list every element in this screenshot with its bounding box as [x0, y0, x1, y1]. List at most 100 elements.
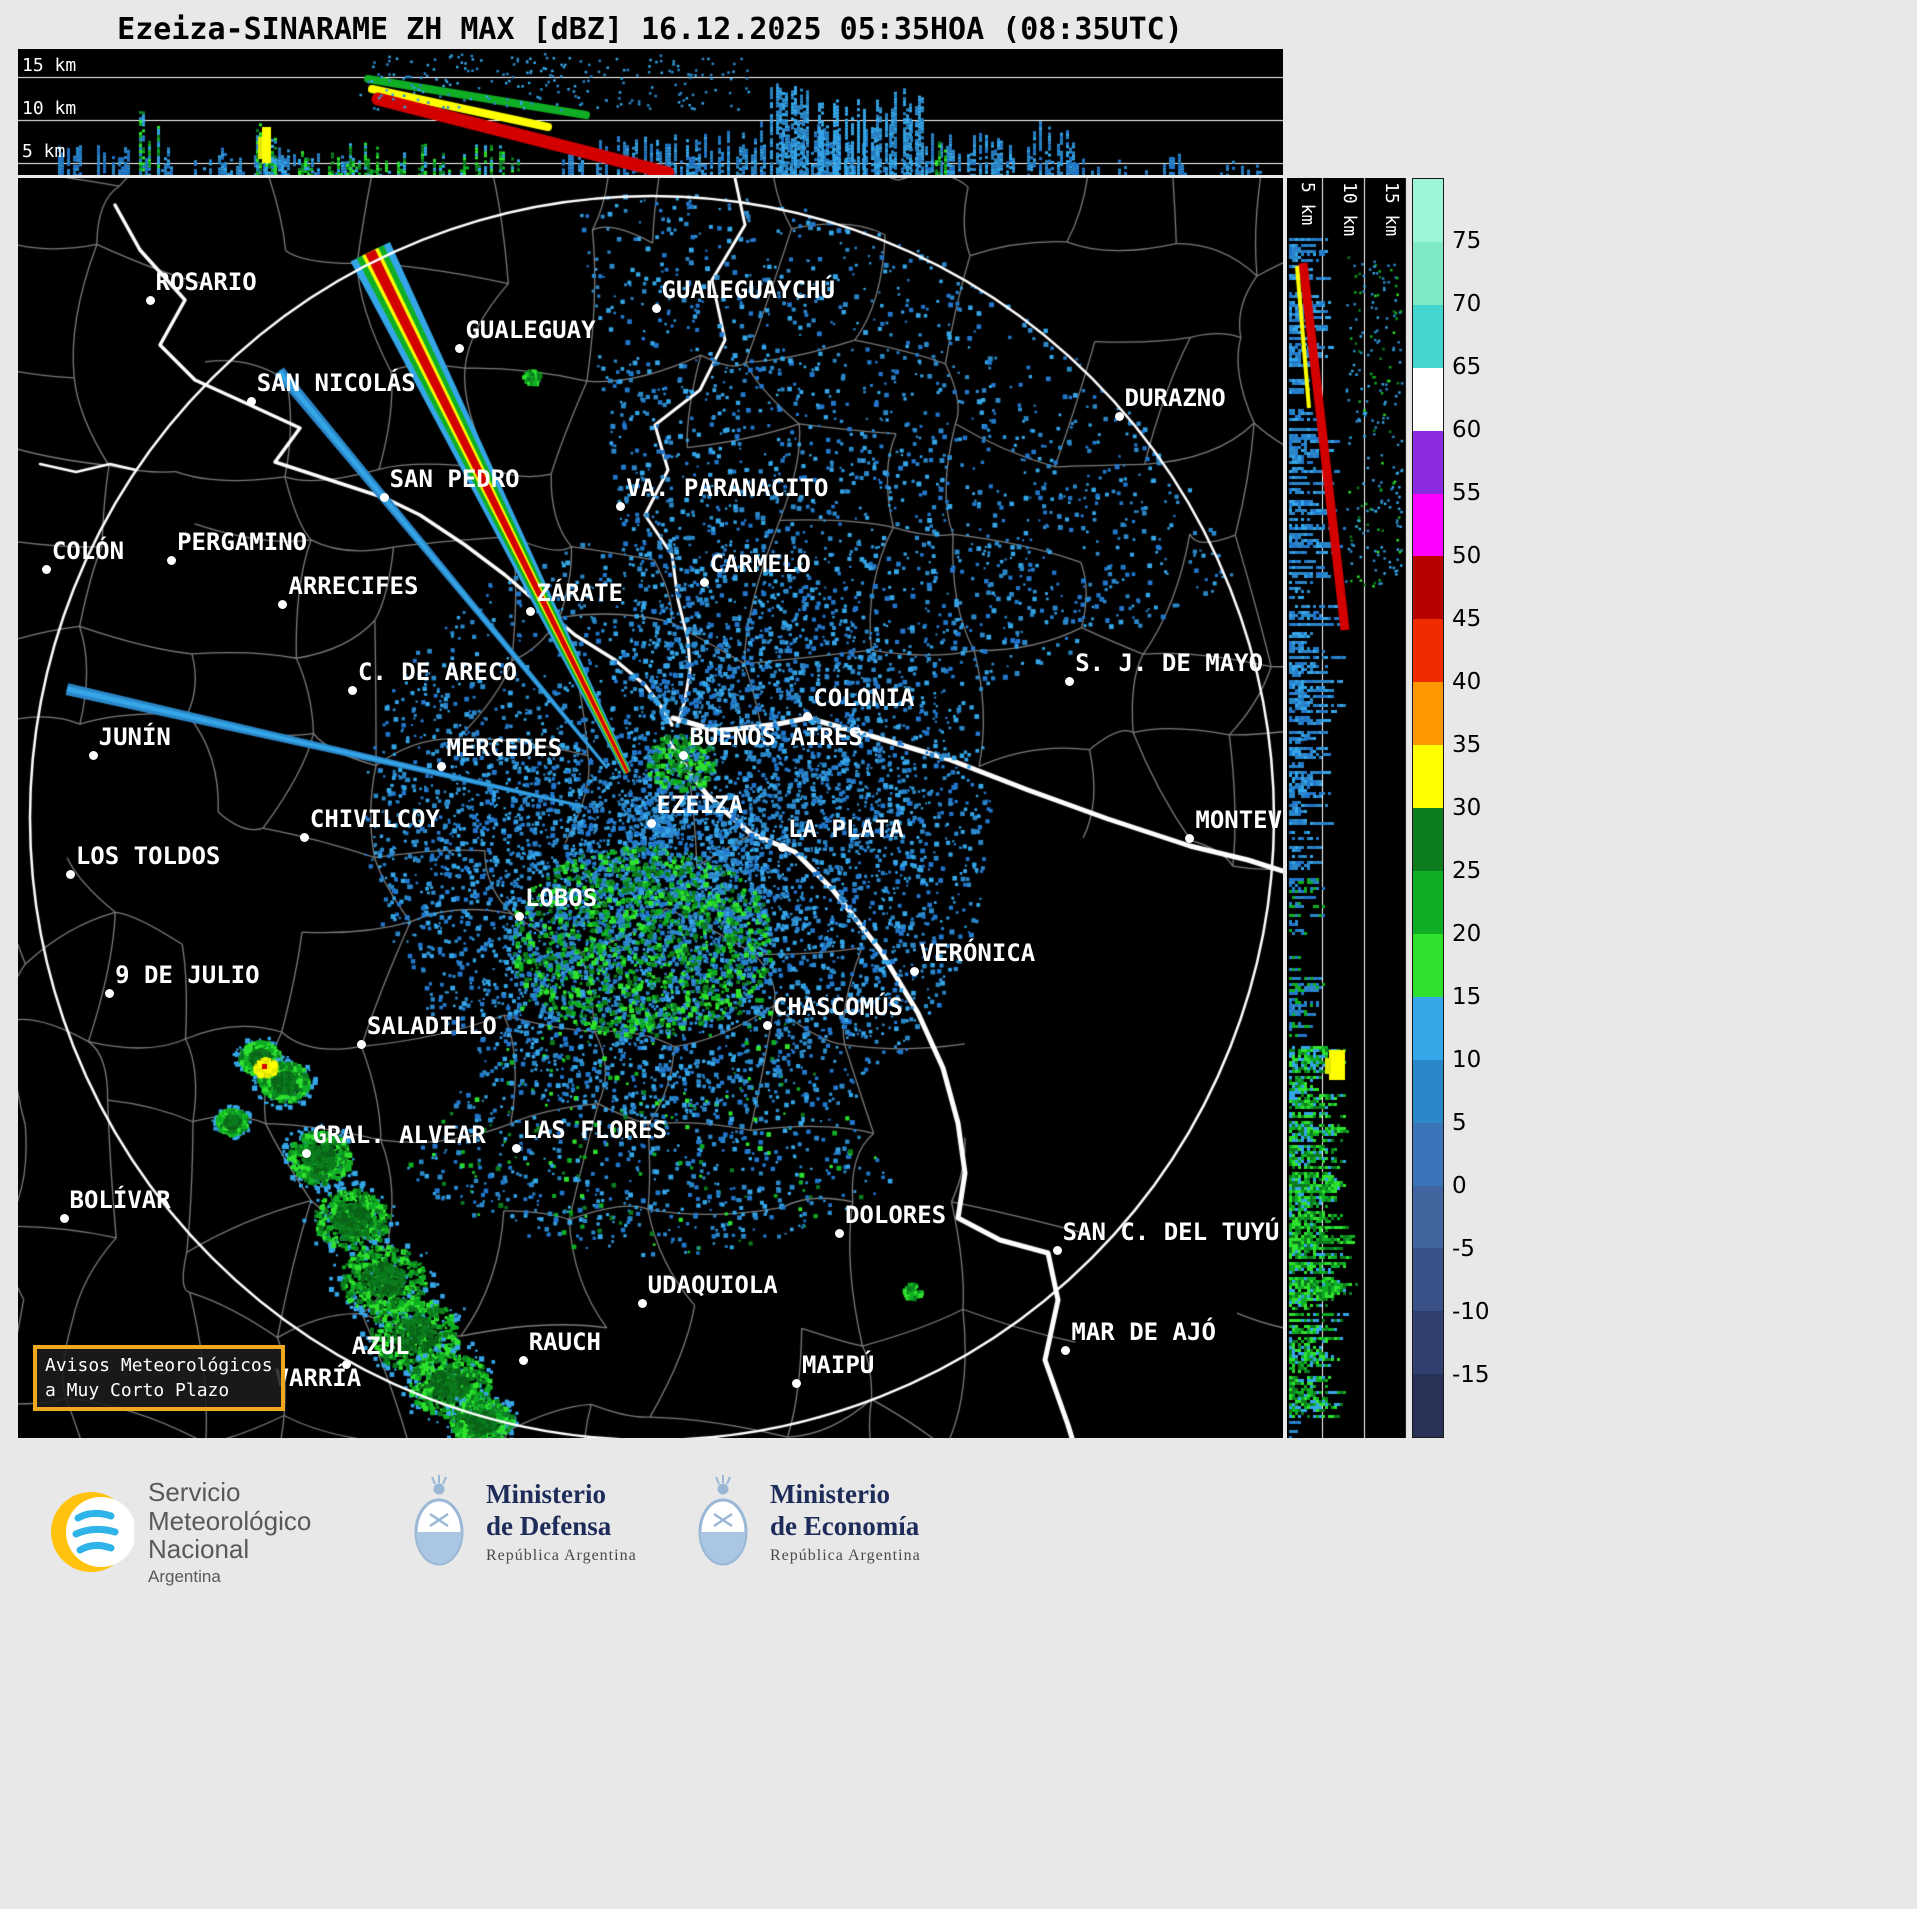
dbz-colorbar-ticks: 75 70 65 60 55 50 45 40 35 30 25 20 15 10 5 0 -5 -10 -15: [1452, 178, 1542, 1438]
city-label: CHASCOMÚS: [772, 992, 903, 1021]
ministry-economia-line-1: Ministerio: [770, 1479, 890, 1510]
colorbar-segment: [1413, 1311, 1443, 1375]
city-label: LAS FLORES: [522, 1116, 667, 1145]
city-label: GUALEGUAY: [465, 316, 596, 345]
colorbar-tick: 70: [1452, 291, 1482, 317]
city-label: ROSARIO: [155, 268, 257, 297]
city-dot: [246, 397, 256, 407]
ministry-defensa-line-2: de Defensa: [486, 1510, 612, 1541]
dbz-colorbar: [1412, 178, 1444, 1438]
city-dot: [909, 966, 919, 976]
city-dot: [88, 751, 98, 761]
short-term-warnings-overlay[interactable]: Avisos Meteorológicos a Muy Corto Plazo: [33, 1345, 285, 1412]
colorbar-segment: [1413, 1374, 1443, 1438]
city-label: COLONIA: [813, 684, 915, 713]
city-label: GUALEGUAYCHÚ: [661, 275, 835, 304]
city-dot: [778, 843, 788, 853]
height-label-5km-right: 5 km: [1297, 182, 1318, 226]
city-dot: [699, 578, 709, 588]
city-label: SAN NICOLÁS: [256, 369, 416, 398]
ministry-defensa-line-1: Ministerio: [486, 1479, 606, 1510]
city-dot: [616, 501, 626, 511]
colorbar-tick: 10: [1452, 1047, 1482, 1073]
colorbar-segment: [1413, 493, 1443, 557]
colorbar-segment: [1413, 808, 1443, 871]
city-label: BOLÍVAR: [69, 1185, 171, 1214]
city-dot: [341, 1359, 351, 1369]
city-label: UDAQUIOLA: [647, 1271, 778, 1300]
city-dot: [299, 832, 309, 842]
city-dot: [512, 1144, 522, 1154]
ministry-economia-logo: Ministerio de Economía República Argenti…: [692, 1474, 921, 1570]
colorbar-segment: [1413, 1248, 1443, 1312]
city-label: C. DE ARECO: [357, 657, 517, 686]
city-dot: [65, 869, 75, 879]
city-dot: [41, 564, 51, 574]
city-dot: [518, 1355, 528, 1365]
colorbar-segment: [1413, 367, 1443, 431]
colorbar-tick: 20: [1452, 921, 1482, 947]
colorbar-tick: 45: [1452, 606, 1482, 632]
city-label: SALADILLO: [366, 1011, 497, 1040]
colorbar-segment: [1413, 1059, 1443, 1123]
city-label: 9 DE JULIO: [115, 961, 260, 990]
city-dot: [803, 712, 813, 722]
city-label: S. J. DE MAYO: [1075, 648, 1264, 677]
top-height-profile-canvas: [18, 49, 1283, 175]
city-dot: [1061, 1345, 1071, 1355]
city-label: VERÓNICA: [919, 938, 1036, 967]
colorbar-segment: [1413, 430, 1443, 494]
colorbar-segment: [1413, 241, 1443, 305]
warnings-line-1: Avisos Meteorológicos: [45, 1355, 273, 1376]
city-label: VARRÍA: [274, 1364, 362, 1393]
smn-country: Argentina: [148, 1566, 221, 1586]
city-label: LA PLATA: [788, 815, 904, 844]
coat-of-arms-icon: [414, 1475, 464, 1566]
smn-name-line-2: Meteorológico: [148, 1505, 312, 1536]
colorbar-tick: 60: [1452, 417, 1482, 443]
city-label: RAUCH: [528, 1327, 601, 1356]
smn-logo: Servicio Meteorológico Nacional Argentin…: [48, 1478, 311, 1587]
colorbar-tick: 65: [1452, 354, 1482, 380]
top-height-profile-panel: 15 km 10 km 5 km: [18, 49, 1283, 175]
colorbar-segment: [1413, 304, 1443, 368]
coat-of-arms-icon: [698, 1475, 748, 1566]
colorbar-segment: [1413, 619, 1443, 683]
city-label: BUENOS AIRES: [689, 723, 863, 752]
city-dot: [436, 762, 446, 772]
colorbar-segment: [1413, 556, 1443, 620]
colorbar-segment: [1413, 682, 1443, 746]
height-label-15km-right: 15 km: [1381, 182, 1402, 237]
city-dot: [59, 1213, 69, 1223]
city-label: ARRECIFES: [288, 571, 419, 600]
colorbar-tick: -10: [1452, 1299, 1490, 1325]
colorbar-segment: [1413, 745, 1443, 809]
colorbar-tick: 15: [1452, 984, 1482, 1010]
city-dot: [455, 344, 465, 354]
colorbar-tick: 5: [1452, 1110, 1467, 1136]
city-dot: [379, 492, 389, 502]
city-label: MAIPÚ: [801, 1350, 875, 1379]
height-label-5km: 5 km: [22, 141, 66, 162]
colorbar-segment: [1413, 1185, 1443, 1249]
city-dot: [651, 303, 661, 313]
city-label: CHIVILCOY: [309, 804, 440, 833]
radar-map-panel: ROSARIO GUALEGUAYCHÚ GUALEGUAY SAN NICOLÁS D…: [18, 178, 1283, 1438]
product-title: Ezeiza-SINARAME ZH MAX [dBZ] 16.12.2025 …: [117, 12, 1183, 47]
colorbar-segment: [1413, 870, 1443, 934]
city-label: VA. PARANACITO: [626, 473, 829, 502]
city-label: EZEIZA: [656, 791, 744, 820]
ministry-defensa-sub: República Argentina: [486, 1546, 637, 1564]
colorbar-tick: 30: [1452, 795, 1482, 821]
colorbar-segment: [1413, 933, 1443, 997]
smn-name-line-1: Servicio: [148, 1477, 241, 1507]
colorbar-tick: 75: [1452, 228, 1482, 254]
city-label: ZÁRATE: [536, 579, 624, 608]
smn-name-line-3: Nacional: [148, 1534, 250, 1565]
city-dot: [1065, 676, 1075, 686]
city-label: MERCEDES: [446, 734, 563, 763]
right-height-profile-panel: 5 km 10 km 15 km: [1287, 178, 1407, 1438]
colorbar-tick: 25: [1452, 858, 1482, 884]
smn-logo-icon: [51, 1492, 134, 1573]
